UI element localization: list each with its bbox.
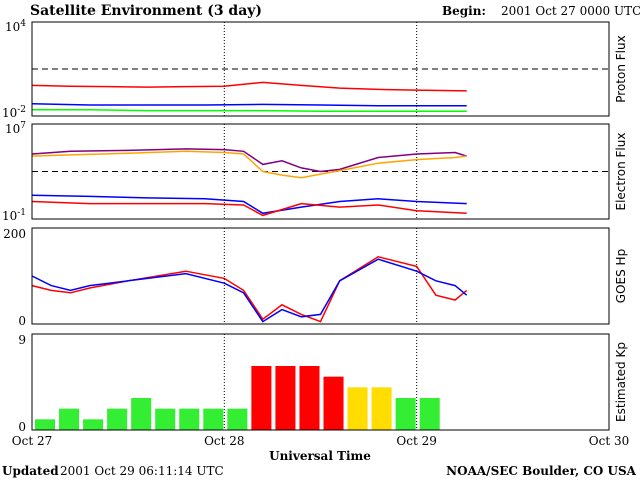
- y-tick-label: 9: [18, 333, 26, 347]
- kp-bar: [107, 408, 128, 430]
- panel-frame: [31, 333, 610, 431]
- begin-value: 2001 Oct 27 0000 UTC: [501, 4, 640, 18]
- y-tick-base: 10: [5, 20, 20, 34]
- series-red: [31, 200, 467, 217]
- series-blue: [31, 103, 467, 107]
- kp-bar: [155, 408, 176, 430]
- kp-bar: [299, 366, 320, 430]
- y-tick-base: 10: [5, 122, 20, 136]
- series-blue: [31, 194, 467, 215]
- footer-updated-value: 2001 Oct 29 06:11:14 UTC: [60, 464, 224, 478]
- panel-frame: [31, 227, 610, 325]
- kp-bar: [323, 376, 344, 430]
- kp-bar: [59, 408, 80, 430]
- y-tick-base: 10: [2, 209, 17, 223]
- kp-bar: [227, 408, 248, 430]
- kp-bar: [395, 398, 416, 430]
- kp-bar: [179, 408, 200, 430]
- footer-updated-label: Updated: [2, 464, 59, 478]
- series-purple: [31, 148, 467, 173]
- x-axis-label: Universal Time: [269, 449, 371, 463]
- y-axis-label: Estimated Kp: [614, 342, 628, 422]
- y-tick-label: 200: [3, 227, 26, 241]
- kp-bar: [251, 366, 272, 430]
- y-tick-label: 0: [18, 314, 26, 328]
- panel-4: 9 0 Estimated Kp: [18, 333, 628, 434]
- kp-bar: [419, 398, 440, 430]
- kp-bar: [131, 398, 152, 430]
- y-axis-label: GOES Hp: [614, 249, 628, 303]
- kp-bar: [203, 408, 224, 430]
- kp-bar: [83, 419, 104, 430]
- y-tick-exponent: -2: [17, 105, 26, 115]
- series-orange: [31, 150, 467, 179]
- y-tick-base: 10: [2, 106, 17, 120]
- begin-label: Begin:: [442, 4, 486, 18]
- y-tick-label: 10-2: [2, 105, 26, 120]
- series-green: [32, 109, 467, 113]
- y-tick-label: 10-1: [2, 208, 26, 223]
- y-axis-label: Proton Flux: [614, 35, 628, 102]
- series-red: [31, 255, 468, 323]
- panel-3: 200 0 GOES Hp: [3, 227, 628, 328]
- kp-bar: [347, 387, 368, 430]
- panel-frame: [31, 123, 610, 220]
- series-red: [31, 81, 467, 92]
- y-axis-label: Electron Flux: [614, 133, 628, 211]
- y-tick-exponent: -1: [17, 208, 26, 218]
- x-tick-label: Oct 29: [396, 434, 436, 448]
- y-tick-exponent: 7: [20, 121, 26, 131]
- kp-bar: [275, 366, 296, 430]
- y-tick-label: 107: [5, 121, 26, 136]
- x-tick-label: Oct 30: [589, 434, 629, 448]
- y-tick-label: 0: [18, 420, 26, 434]
- footer-credit: NOAA/SEC Boulder, CO USA: [446, 464, 637, 478]
- y-tick-exponent: 4: [20, 19, 26, 29]
- kp-bar: [35, 419, 56, 430]
- chart-title: Satellite Environment (3 day): [30, 3, 262, 19]
- y-tick-label: 104: [5, 19, 26, 34]
- x-tick-labels: Oct 27 Oct 28 Oct 29 Oct 30: [12, 434, 629, 448]
- x-tick-label: Oct 28: [204, 434, 244, 448]
- kp-bar: [371, 387, 392, 430]
- x-tick-label: Oct 27: [12, 434, 52, 448]
- panel-frame: [31, 21, 610, 117]
- series-blue: [31, 258, 468, 323]
